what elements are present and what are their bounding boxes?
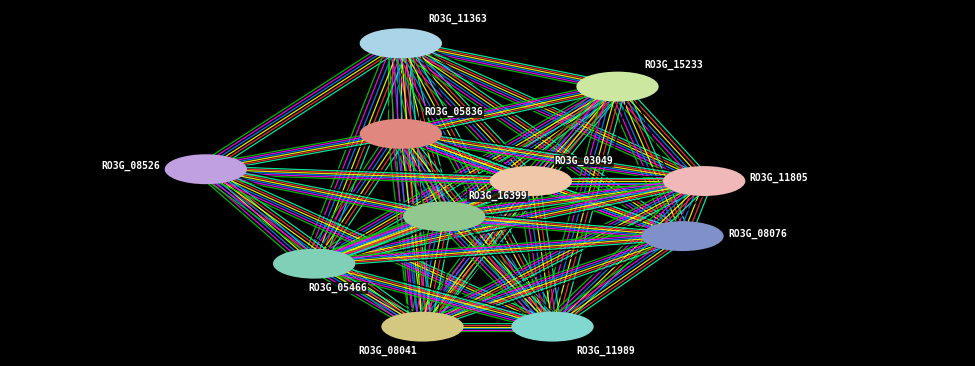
Circle shape bbox=[360, 28, 442, 58]
Text: RO3G_03049: RO3G_03049 bbox=[555, 156, 613, 166]
Circle shape bbox=[511, 312, 594, 341]
Text: RO3G_16399: RO3G_16399 bbox=[468, 191, 526, 202]
Text: RO3G_05836: RO3G_05836 bbox=[425, 107, 484, 117]
Text: RO3G_08041: RO3G_08041 bbox=[359, 346, 417, 356]
Text: RO3G_15233: RO3G_15233 bbox=[644, 60, 703, 70]
Text: RO3G_05466: RO3G_05466 bbox=[309, 283, 368, 293]
Text: RO3G_11363: RO3G_11363 bbox=[428, 14, 487, 25]
Circle shape bbox=[489, 166, 572, 196]
Circle shape bbox=[663, 166, 745, 196]
Circle shape bbox=[360, 119, 442, 149]
Text: RO3G_11989: RO3G_11989 bbox=[576, 346, 635, 356]
Circle shape bbox=[642, 221, 723, 251]
Text: RO3G_08526: RO3G_08526 bbox=[101, 161, 160, 171]
Circle shape bbox=[273, 249, 355, 279]
Text: RO3G_08076: RO3G_08076 bbox=[728, 229, 787, 239]
Circle shape bbox=[403, 202, 486, 231]
Text: RO3G_11805: RO3G_11805 bbox=[750, 173, 808, 183]
Circle shape bbox=[576, 72, 659, 101]
Circle shape bbox=[381, 312, 464, 341]
Circle shape bbox=[165, 154, 247, 184]
